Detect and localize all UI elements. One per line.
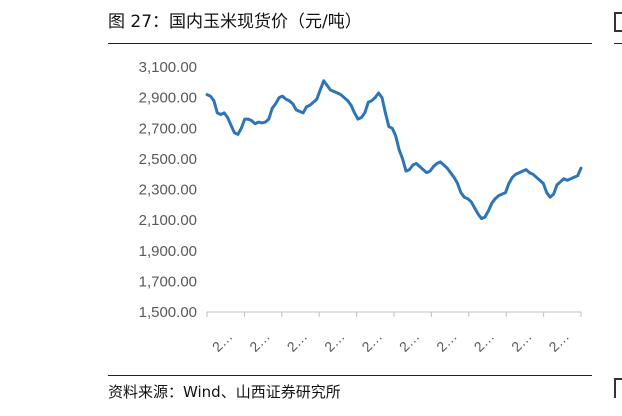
x-tick-label: 2…: [396, 328, 423, 355]
adjacent-figure-fragment: [614, 12, 622, 32]
x-tick-label: 2…: [433, 328, 460, 355]
figure-title: 图 27：国内玉米现货价（元/吨）: [108, 12, 362, 32]
y-tick-label: 2,100.00: [139, 212, 197, 229]
x-tick-label: 2…: [321, 328, 348, 355]
source-note: 资料来源：Wind、山西证券研究所: [108, 383, 341, 401]
adjacent-figure-rule: [614, 43, 622, 44]
x-tick-label: 2…: [545, 328, 572, 355]
x-tick-label: 2…: [508, 328, 535, 355]
y-tick-label: 1,700.00: [139, 273, 197, 290]
x-tick-label: 2…: [284, 328, 311, 355]
x-tick-label: 2…: [358, 328, 385, 355]
title-rule: [108, 43, 592, 44]
x-tick-label: 2…: [209, 328, 236, 355]
x-tick-label: 2…: [246, 328, 273, 355]
source-rule: [108, 375, 592, 376]
y-tick-label: 1,500.00: [139, 304, 197, 321]
adjacent-source-fragment: [614, 378, 622, 398]
corn-price-line-chart: 1,500.00 1,700.00 1,900.00 2,100.00 2,300.00…: [139, 59, 583, 355]
y-tick-label: 2,700.00: [139, 120, 197, 137]
x-tick-label: 2…: [471, 328, 498, 355]
y-tick-label: 1,900.00: [139, 243, 197, 260]
corn-price-series-line: [205, 79, 583, 221]
y-tick-label: 2,500.00: [139, 151, 197, 168]
y-tick-label: 3,100.00: [139, 59, 197, 76]
y-tick-label: 2,300.00: [139, 182, 197, 199]
y-tick-label: 2,900.00: [139, 90, 197, 107]
